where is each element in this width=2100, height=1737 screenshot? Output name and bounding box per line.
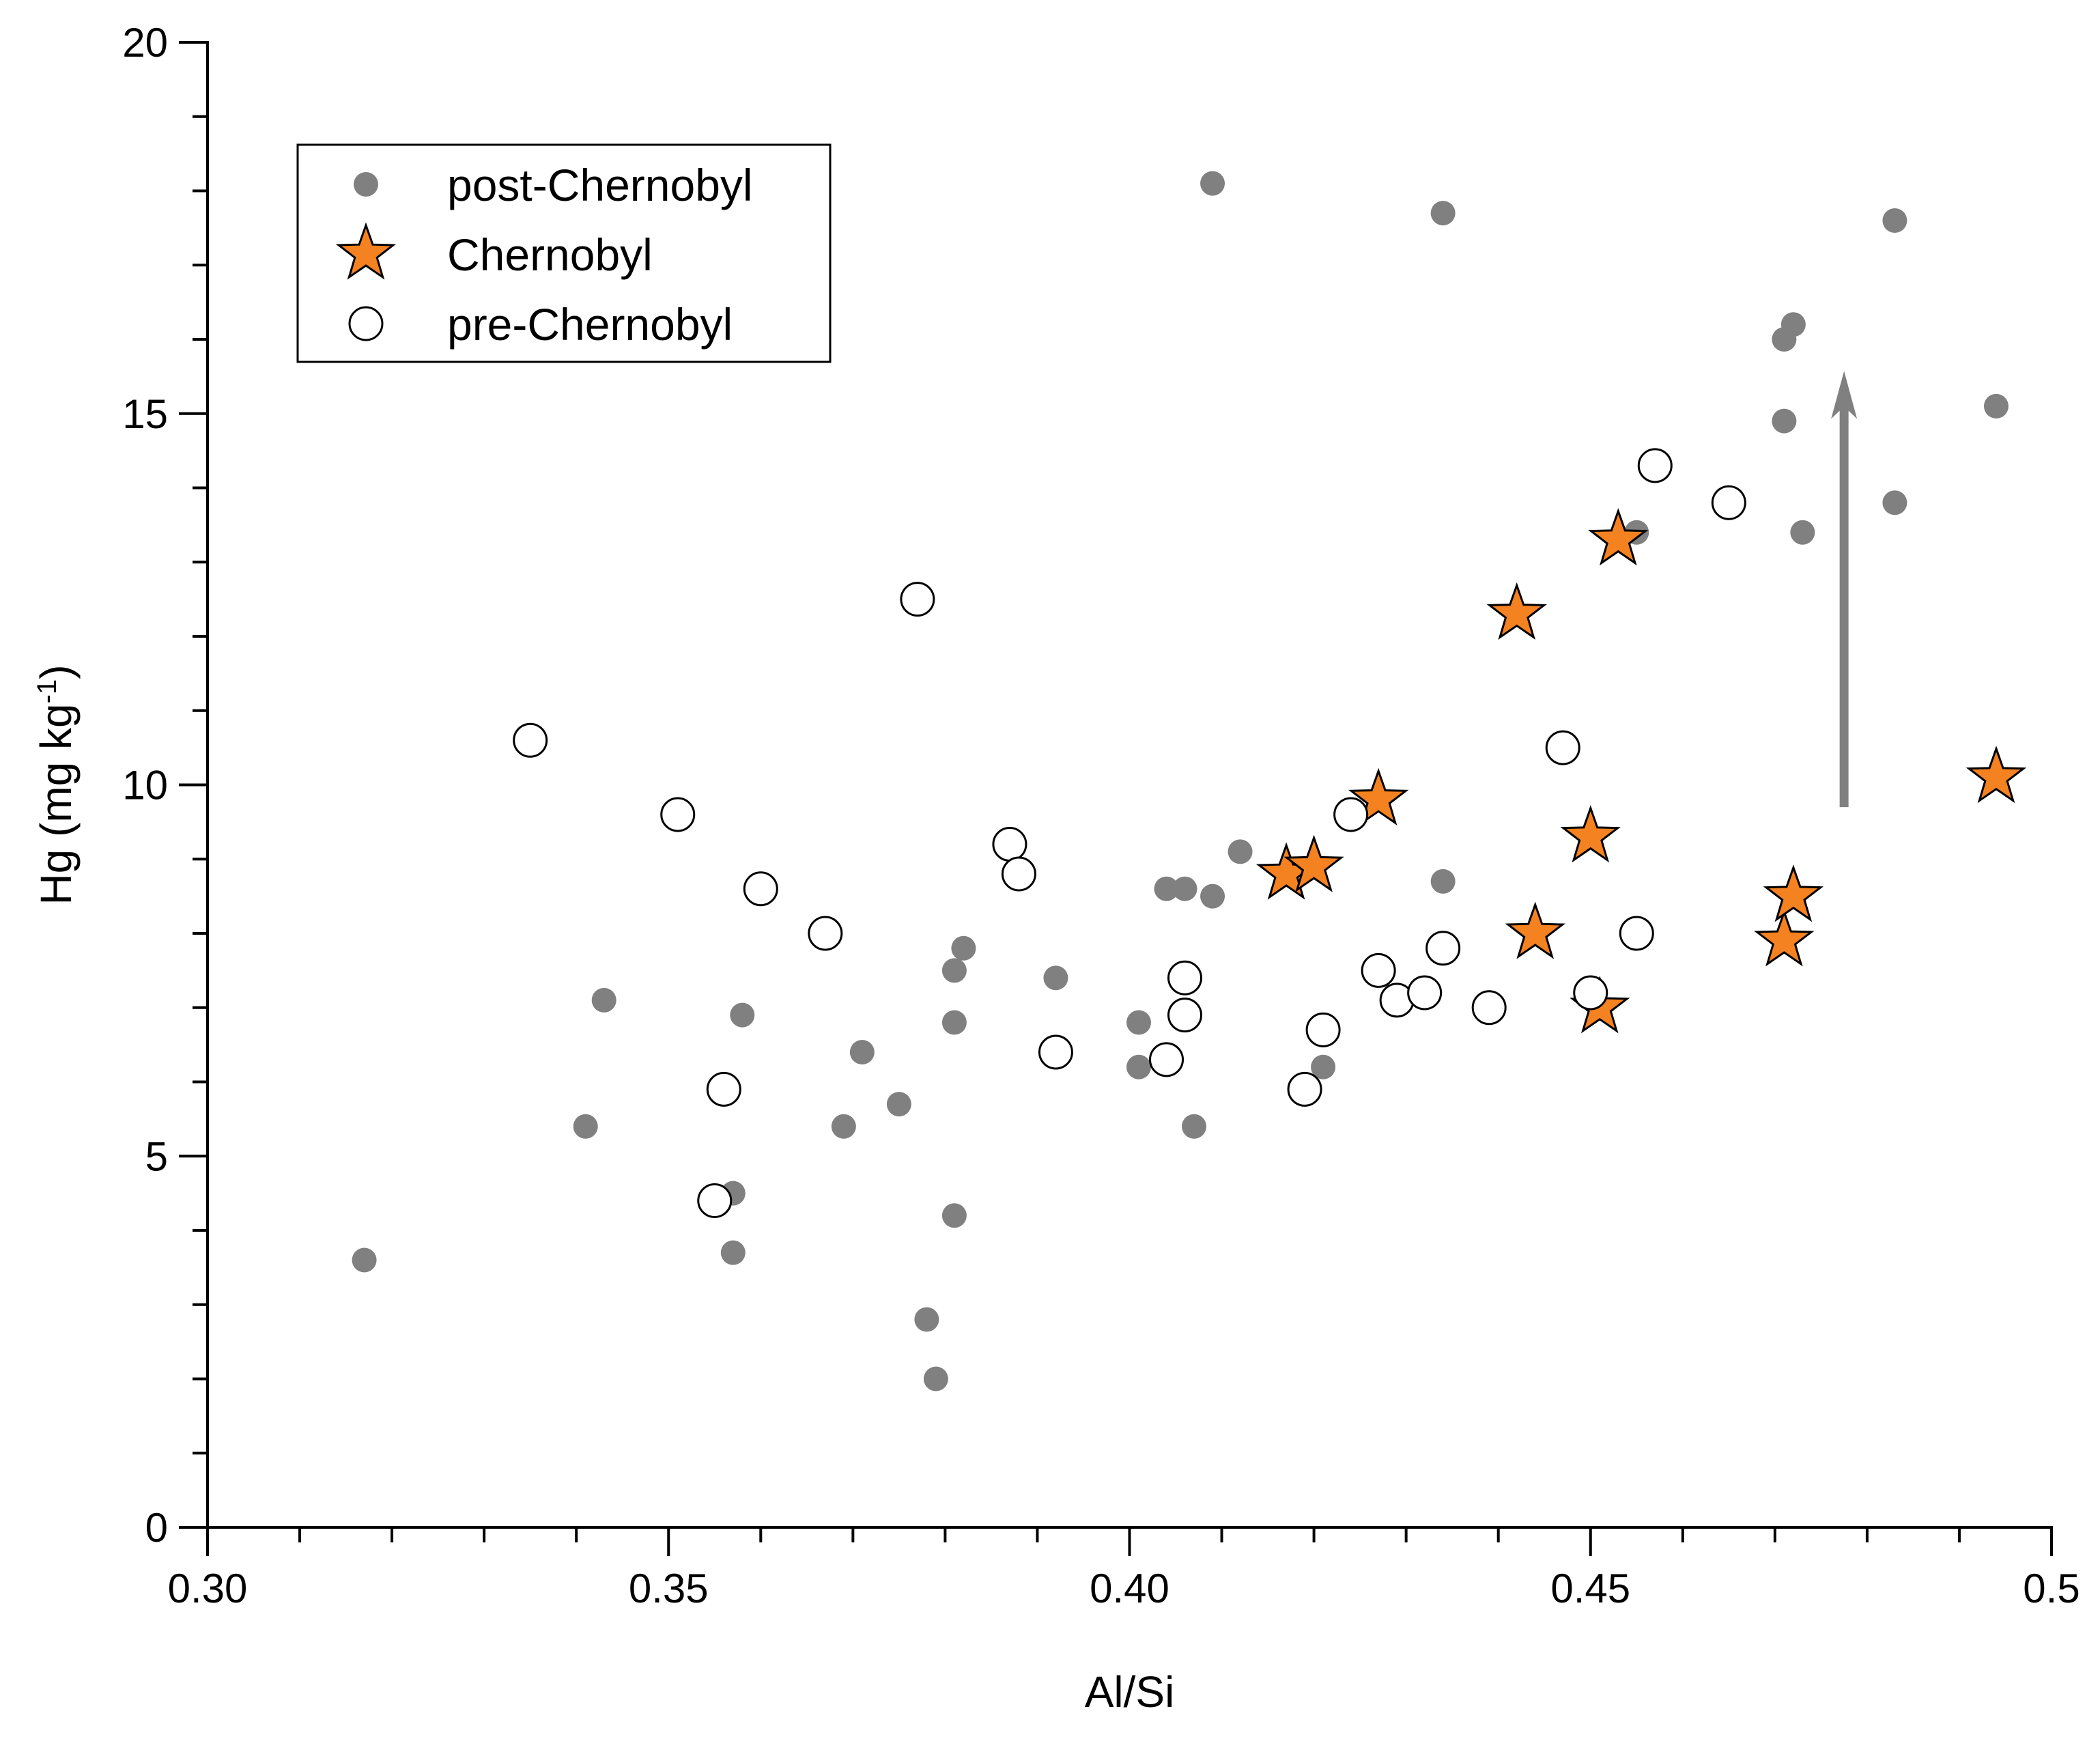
post-chernobyl-point (720, 1240, 746, 1265)
post-chernobyl-point (1228, 839, 1253, 864)
pre-chernobyl-point (706, 1071, 741, 1107)
pre-chernobyl-point (900, 582, 935, 617)
x-axis-title: Al/Si (1085, 1667, 1175, 1717)
post-chernobyl-point (1154, 876, 1179, 901)
y-axis-title-superscript: -1 (32, 679, 62, 704)
pre-chernobyl-point (1471, 990, 1507, 1026)
pre-chernobyl-point (743, 871, 778, 907)
post-chernobyl-point (941, 1010, 967, 1035)
post-chernobyl-point (941, 958, 967, 983)
post-chernobyl-point (352, 1247, 377, 1273)
x-tick-label: 0.35 (629, 1566, 709, 1611)
post-chernobyl-point (1430, 868, 1456, 894)
pre-chernobyl-point (1711, 485, 1746, 520)
post-chernobyl-point (1182, 1114, 1207, 1139)
post-chernobyl-point (730, 1002, 755, 1028)
x-tick-label: 0.40 (1090, 1566, 1169, 1611)
post-chernobyl-point (831, 1114, 856, 1139)
y-tick-label: 15 (122, 391, 168, 437)
legend-marker-chernobyl (335, 222, 397, 280)
y-axis-title-main: Hg (mg kg (31, 703, 81, 905)
pre-chernobyl-point (808, 916, 843, 951)
legend-label-pre-chernobyl: pre-Chernobyl (447, 299, 733, 350)
series-pre-chernobyl (513, 448, 1746, 1218)
pre-chernobyl-point (992, 827, 1027, 862)
post-chernobyl-point (1790, 520, 1815, 545)
pre-chernobyl-point (1167, 960, 1203, 995)
pre-chernobyl-point (1149, 1042, 1184, 1077)
y-axis-ticks: 0 5 10 15 20 (122, 20, 208, 1551)
post-chernobyl-point (1172, 876, 1197, 901)
y-tick-label: 20 (122, 20, 168, 66)
chernobyl-point (1486, 582, 1547, 640)
chernobyl-point (1754, 909, 1815, 967)
chernobyl-point (1966, 746, 2027, 804)
post-chernobyl-point (1126, 1054, 1152, 1079)
post-chernobyl-point (1200, 884, 1225, 909)
pre-chernobyl-point (697, 1183, 733, 1218)
chernobyl-point (1348, 767, 1409, 825)
y-axis-title-close: ) (31, 664, 81, 679)
pre-chernobyl-point (1573, 975, 1608, 1011)
legend: post-Chernobyl Chernobyl pre-Chernobyl (296, 143, 832, 363)
pre-chernobyl-point (1407, 975, 1443, 1011)
post-chernobyl-point (1882, 208, 1907, 233)
post-chernobyl-point (1311, 1054, 1336, 1079)
pre-chernobyl-point (1361, 952, 1396, 988)
x-axis-ticks: 0.30 0.35 0.40 0.45 0.5 (168, 1527, 2080, 1611)
x-tick-label: 0.5 (2023, 1566, 2080, 1611)
pre-chernobyl-point (1287, 1071, 1322, 1107)
pre-chernobyl-point (1637, 448, 1673, 483)
legend-label-chernobyl: Chernobyl (447, 229, 653, 280)
arrow-head (1831, 371, 1858, 419)
chernobyl-point (1763, 864, 1824, 922)
pre-chernobyl-point (660, 797, 696, 832)
post-chernobyl-point (1882, 490, 1907, 516)
post-chernobyl-point (951, 935, 976, 961)
legend-items: post-Chernobyl Chernobyl pre-Chernobyl (335, 160, 753, 350)
post-chernobyl-point (914, 1307, 939, 1332)
legend-box (296, 143, 832, 363)
x-tick-label: 0.30 (168, 1566, 248, 1611)
post-chernobyl-point (591, 987, 616, 1013)
post-chernobyl-point (573, 1114, 598, 1139)
post-chernobyl-point (1043, 965, 1068, 991)
post-chernobyl-point (1126, 1010, 1152, 1035)
post-chernobyl-point (1200, 171, 1225, 196)
series-chernobyl (1255, 508, 2027, 1034)
pre-chernobyl-point (1001, 856, 1036, 892)
x-tick-label: 0.45 (1550, 1566, 1630, 1611)
axes: 0.30 0.35 0.40 0.45 0.5 0 5 10 15 20 (122, 20, 2080, 1611)
series-post-chernobyl (352, 171, 2009, 1392)
post-chernobyl-point (1983, 393, 2009, 419)
y-tick-label: 10 (122, 763, 168, 808)
legend-marker-post-chernobyl (354, 172, 378, 197)
legend-marker-pre-chernobyl (348, 306, 384, 341)
pre-chernobyl-point (1038, 1034, 1073, 1070)
legend-label-post-chernobyl: post-Chernobyl (447, 160, 753, 210)
post-chernobyl-point (1430, 201, 1456, 226)
y-axis-title: Hg (mg kg-1) (31, 664, 81, 905)
post-chernobyl-point (1772, 408, 1797, 434)
post-chernobyl-point (849, 1040, 875, 1064)
chernobyl-point (1588, 508, 1649, 566)
pre-chernobyl-point (513, 722, 548, 758)
pre-chernobyl-point (1545, 730, 1580, 765)
y-tick-label: 0 (145, 1505, 168, 1551)
pre-chernobyl-point (1619, 916, 1654, 951)
pre-chernobyl-point (1167, 998, 1203, 1033)
pre-chernobyl-point (1305, 1012, 1341, 1047)
pre-chernobyl-point (1425, 931, 1461, 966)
post-chernobyl-point (886, 1092, 911, 1117)
chernobyl-point (1560, 805, 1621, 863)
chernobyl-point (1505, 901, 1565, 959)
pre-chernobyl-point (1333, 797, 1369, 832)
chernobyl-point (1283, 834, 1344, 892)
post-chernobyl-point (941, 1203, 967, 1228)
post-chernobyl-point (1780, 312, 1806, 337)
y-tick-label: 5 (145, 1133, 168, 1179)
plot-marks (352, 171, 2027, 1392)
post-chernobyl-point (923, 1366, 948, 1392)
